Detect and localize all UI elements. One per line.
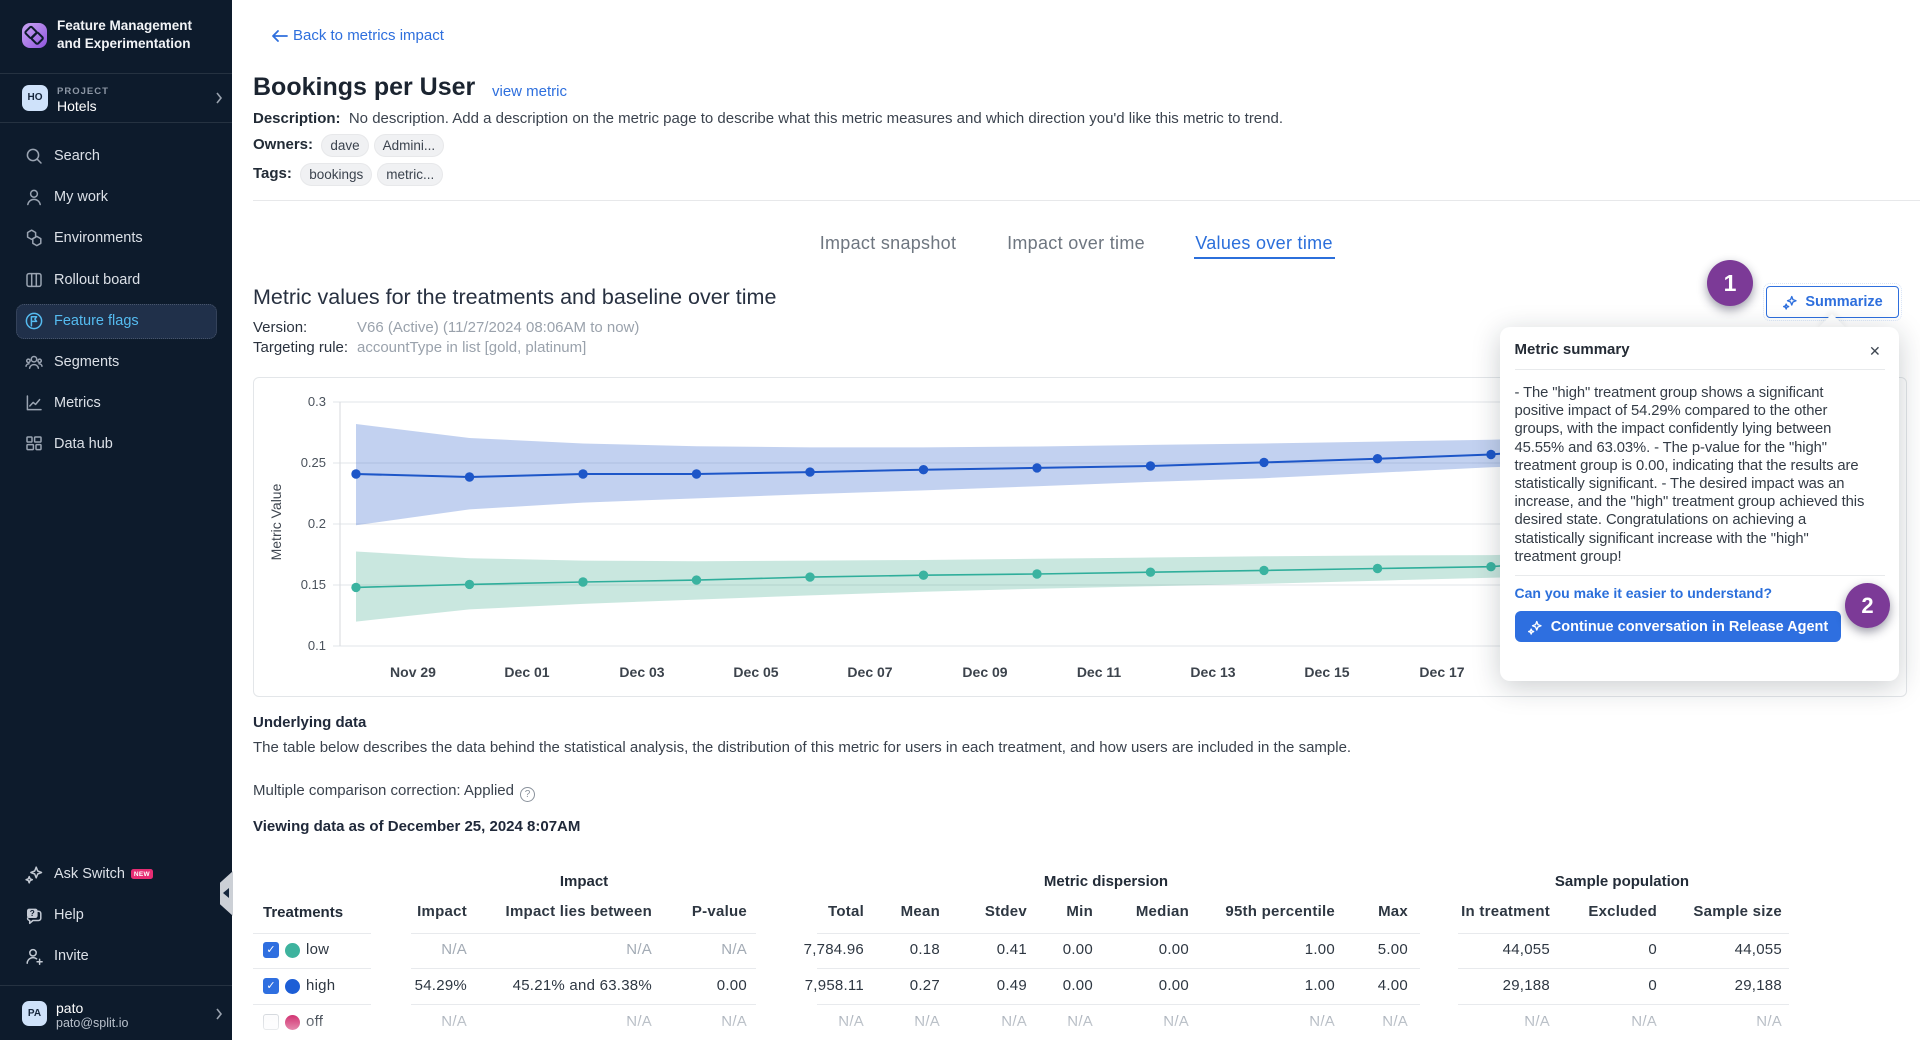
svg-text:?: ? [30, 909, 35, 918]
